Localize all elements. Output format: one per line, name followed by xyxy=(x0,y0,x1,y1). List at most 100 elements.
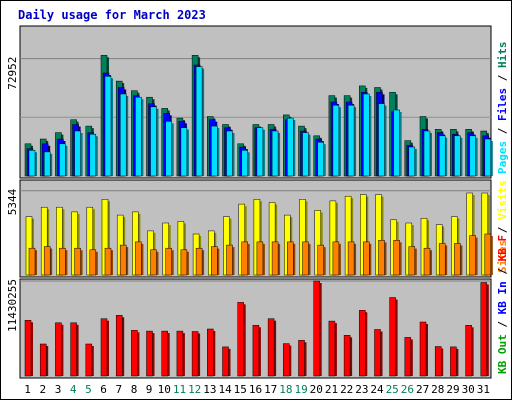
bar-shade xyxy=(427,220,429,275)
bar xyxy=(438,243,448,276)
bar-shade xyxy=(141,243,144,275)
bar-shade xyxy=(350,337,353,376)
bar xyxy=(131,330,140,377)
bar-face xyxy=(423,247,431,276)
bar xyxy=(454,243,463,276)
bar-shade xyxy=(490,141,493,176)
bar-shade xyxy=(31,322,33,376)
bar-face xyxy=(363,93,370,177)
bar xyxy=(165,247,174,276)
x-tick-label: 28 xyxy=(431,383,444,396)
bar xyxy=(404,337,413,377)
bar-shade xyxy=(305,201,308,275)
bar xyxy=(378,103,387,177)
bar xyxy=(267,318,277,377)
bar-shade xyxy=(258,327,261,376)
bar-face xyxy=(283,343,290,377)
bar-shade xyxy=(47,209,50,275)
bar xyxy=(89,249,98,276)
bar xyxy=(298,340,307,377)
bar xyxy=(28,150,37,177)
bar xyxy=(59,247,68,276)
bar xyxy=(226,244,235,276)
bar-face xyxy=(317,141,324,177)
bar-face xyxy=(298,340,305,377)
bar xyxy=(469,235,478,276)
bar xyxy=(480,282,489,377)
bar-shade xyxy=(95,251,98,275)
bar-shade xyxy=(228,348,231,376)
bar-face xyxy=(393,240,400,276)
bar-face xyxy=(252,325,260,377)
bar-shade xyxy=(414,248,417,275)
bar-face xyxy=(135,96,142,177)
bar-face xyxy=(469,235,476,276)
bar xyxy=(195,66,205,177)
bar xyxy=(150,249,159,276)
bar-face xyxy=(165,121,172,177)
bar-shade xyxy=(156,251,159,275)
x-tick-label: 18 xyxy=(279,383,292,396)
bar-face xyxy=(89,249,97,276)
bar-shade xyxy=(278,133,281,176)
bar-shade xyxy=(186,251,189,275)
bar-shade xyxy=(76,324,79,376)
bar-shade xyxy=(410,339,413,376)
bar-face xyxy=(408,246,416,276)
bar-face xyxy=(378,103,385,177)
bar-shade xyxy=(335,202,338,275)
bar-shade xyxy=(167,333,170,376)
bar-face xyxy=(378,240,385,276)
bar xyxy=(408,246,417,276)
x-tick-label: 29 xyxy=(446,383,459,396)
bar-shade xyxy=(62,209,65,275)
panel-max-label: 5344 xyxy=(6,188,19,215)
bar xyxy=(378,240,387,276)
bar-shade xyxy=(334,323,337,376)
bar-shade xyxy=(366,196,369,275)
bar-face xyxy=(484,233,492,276)
bar-shade xyxy=(50,248,53,275)
bar-shade xyxy=(399,112,402,176)
bar-face xyxy=(59,143,66,177)
legend-item: Files xyxy=(496,88,509,121)
bar xyxy=(454,135,463,177)
bar-face xyxy=(363,241,370,276)
bar-shade xyxy=(217,128,220,176)
bar xyxy=(146,330,155,377)
bar xyxy=(256,127,265,177)
bar-shade xyxy=(202,68,205,176)
x-tick-label: 17 xyxy=(264,383,277,396)
bar xyxy=(24,320,33,377)
bar xyxy=(287,117,296,177)
bar xyxy=(363,93,372,177)
bar-face xyxy=(191,331,199,377)
bar-shade xyxy=(369,243,372,275)
bar-face xyxy=(465,325,472,377)
bar-face xyxy=(332,241,340,276)
panel-legend: KB Out / KB In / KB F xyxy=(496,235,509,374)
bar xyxy=(195,247,205,276)
bar-shade xyxy=(156,108,159,176)
bar-face xyxy=(419,321,427,377)
bar-face xyxy=(256,127,264,177)
bar-shade xyxy=(35,250,37,275)
bar-face xyxy=(374,329,381,377)
bar xyxy=(165,121,174,177)
bar xyxy=(119,93,129,177)
legend-text: KB Out / KB In / KB F xyxy=(496,235,509,374)
bar xyxy=(271,130,281,177)
bar-shade xyxy=(319,283,322,376)
bar-face xyxy=(438,135,446,177)
panel-legend: Sites / Visits xyxy=(496,180,509,273)
x-tick-label: 26 xyxy=(401,383,414,396)
bar-shade xyxy=(61,324,64,376)
x-tick-label: 25 xyxy=(386,383,399,396)
bar-shade xyxy=(65,145,68,176)
bar xyxy=(180,249,189,276)
bar xyxy=(85,343,94,377)
bar-face xyxy=(180,249,188,276)
bar-shade xyxy=(472,195,475,275)
bar xyxy=(389,297,398,377)
series-sites xyxy=(28,233,493,276)
